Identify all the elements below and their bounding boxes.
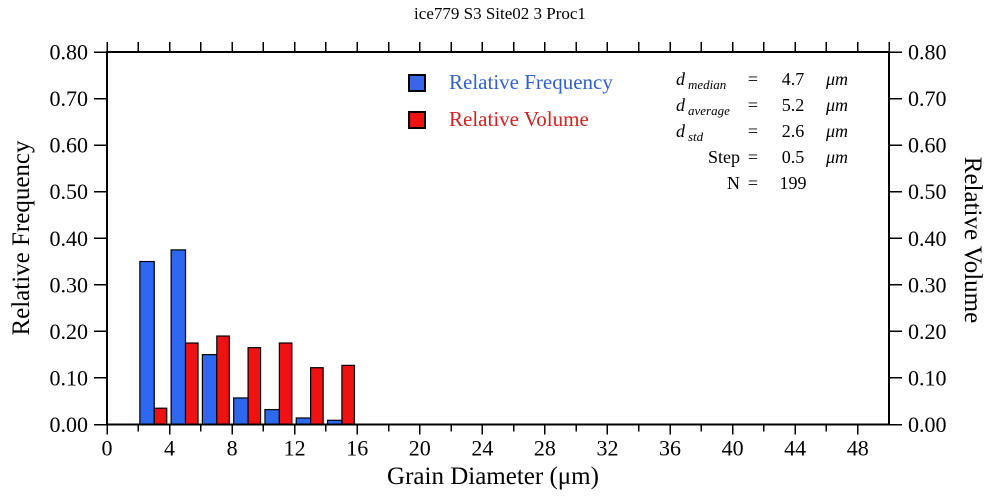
- y-left-tick-label: 0.30: [50, 272, 89, 297]
- bar-frequency-bin-4-6: [170, 249, 187, 426]
- stat-eq: =: [747, 147, 759, 167]
- bar-volume-bin-6-8: [216, 335, 230, 426]
- bar-volume-bin-8-10: [247, 347, 262, 426]
- legend-item-volume: Relative Volume: [408, 107, 613, 132]
- stats-block: d median = 4.7 μm d average = 5.2 μm d std …: [670, 66, 868, 196]
- stat-eq: =: [747, 95, 759, 115]
- legend-item-frequency: Relative Frequency: [408, 70, 613, 95]
- y-right-tick-label: 0.10: [908, 365, 947, 390]
- y-right-tick-label: 0.00: [908, 412, 947, 437]
- y-right-tick-label: 0.70: [908, 86, 947, 111]
- bar-volume-bin-14-16: [341, 364, 356, 426]
- stat-eq: =: [747, 69, 759, 89]
- y-right-tick-label: 0.40: [908, 226, 947, 251]
- bar-frequency-bin-10-12: [264, 409, 280, 426]
- y-right-tick-label: 0.20: [908, 319, 947, 344]
- stat-unit-std: μm: [826, 121, 849, 141]
- bar-frequency-bin-8-10: [233, 397, 249, 426]
- x-tick-label: 36: [659, 436, 681, 461]
- stat-value-std: 2.6: [781, 121, 805, 141]
- chart-title: ice779 S3 Site02 3 Proc1: [414, 4, 586, 23]
- legend-label-volume: Relative Volume: [449, 107, 589, 131]
- stat-unit-average: μm: [826, 95, 849, 115]
- y-left-tick-label: 0.60: [50, 133, 89, 158]
- frequency-swatch-icon: [408, 73, 426, 92]
- x-tick-label: 44: [784, 436, 806, 461]
- stat-unit-median: μm: [826, 69, 849, 89]
- y-left-tick-label: 0.80: [50, 40, 89, 65]
- y-axis-title-left: Relative Frequency: [8, 140, 35, 336]
- y-right-tick-label: 0.80: [908, 40, 947, 65]
- stat-sub-std: std: [688, 129, 704, 144]
- bar-volume-bin-2-4: [153, 407, 168, 426]
- x-axis-title: Grain Diameter (μm): [387, 463, 599, 490]
- y-left-tick-label: 0.70: [50, 86, 89, 111]
- y-right-tick-label: 0.50: [908, 179, 947, 204]
- stat-value-n: 199: [779, 173, 807, 193]
- x-tick-label: 24: [471, 436, 493, 461]
- x-tick-label: 48: [847, 436, 869, 461]
- stat-value-step: 0.5: [781, 147, 805, 167]
- y-right-tick-label: 0.30: [908, 272, 947, 297]
- x-tick-label: 8: [227, 436, 238, 461]
- stat-unit-step: μm: [826, 147, 849, 167]
- stat-sub-average: average: [688, 103, 730, 118]
- stat-value-average: 5.2: [781, 95, 805, 115]
- y-left-tick-label: 0.00: [50, 412, 89, 437]
- y-left-tick-label: 0.20: [50, 319, 89, 344]
- stat-eq: =: [747, 173, 759, 193]
- x-tick-label: 12: [284, 436, 306, 461]
- stat-unit-n: [822, 170, 868, 196]
- y-right-tick-label: 0.60: [908, 133, 947, 158]
- volume-swatch-icon: [408, 110, 426, 129]
- x-tick-label: 20: [409, 436, 431, 461]
- stat-name-n: N: [727, 173, 740, 193]
- y-left-tick-label: 0.50: [50, 179, 89, 204]
- legend: Relative Frequency Relative Volume: [408, 70, 613, 144]
- x-tick-label: 28: [534, 436, 556, 461]
- stat-name-median: d median: [676, 69, 727, 92]
- x-tick-label: 32: [596, 436, 618, 461]
- y-axis-title-right: Relative Volume: [959, 156, 986, 324]
- x-tick-label: 16: [346, 436, 368, 461]
- x-tick-label: 0: [102, 436, 113, 461]
- bar-volume-bin-12-14: [310, 367, 324, 426]
- stat-eq: =: [747, 121, 759, 141]
- stat-name-std: d std: [676, 121, 704, 144]
- stat-name-average: d average: [676, 95, 730, 118]
- y-left-tick-label: 0.10: [50, 365, 89, 390]
- bar-frequency-bin-2-4: [139, 260, 155, 426]
- bar-volume-bin-4-6: [184, 342, 199, 426]
- bar-volume-bin-10-12: [278, 342, 293, 426]
- x-tick-label: 4: [164, 436, 175, 461]
- y-left-tick-label: 0.40: [50, 226, 89, 251]
- legend-label-frequency: Relative Frequency: [449, 70, 613, 94]
- stat-sub-median: median: [688, 77, 727, 92]
- x-tick-label: 40: [722, 436, 744, 461]
- stat-value-median: 4.7: [781, 69, 805, 89]
- bar-frequency-bin-6-8: [201, 354, 218, 426]
- stat-name-step: Step: [707, 147, 740, 167]
